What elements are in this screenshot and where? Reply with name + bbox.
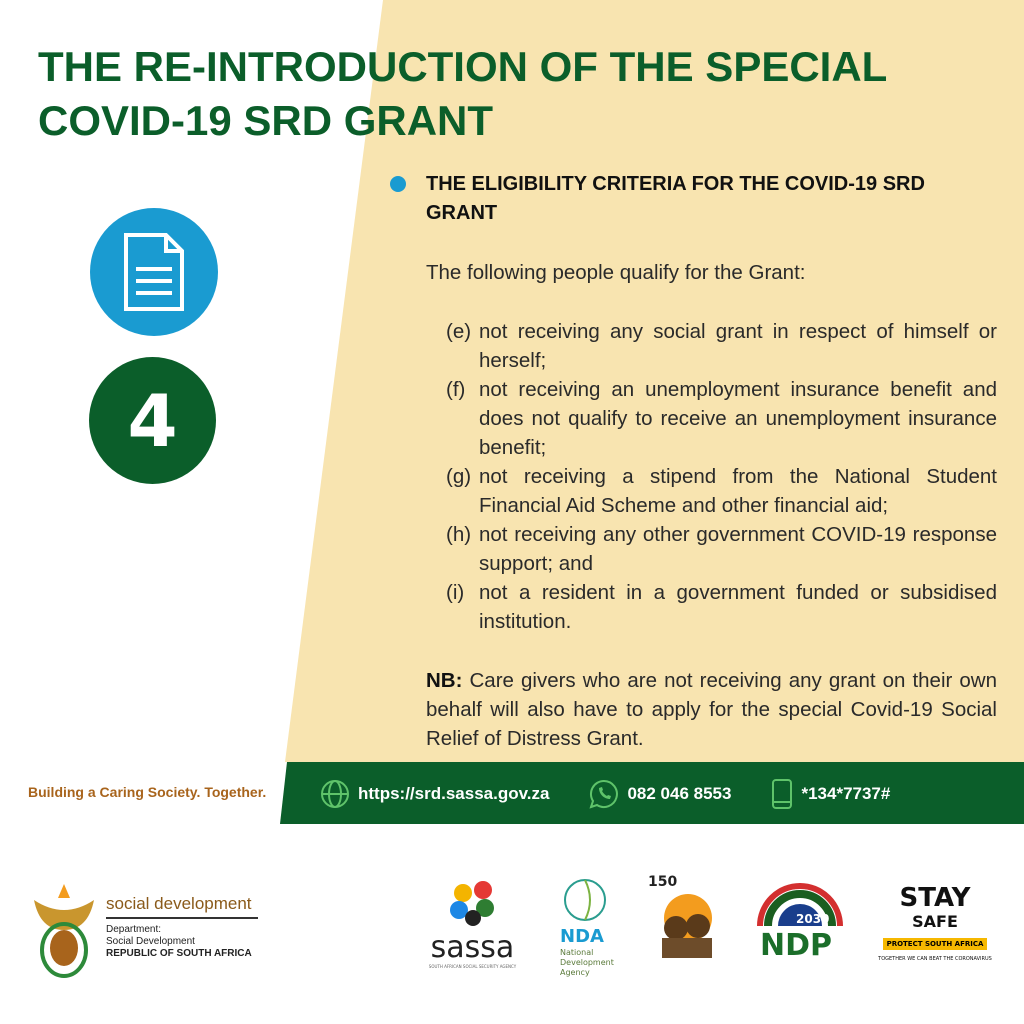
item-label: (e): [446, 320, 472, 343]
contact-info: https://srd.sassa.gov.za 082 046 8553 *1…: [320, 776, 930, 812]
step-number: 4: [89, 357, 216, 484]
list-item: (h) not receiving any other government CO…: [426, 520, 997, 578]
section-heading: THE ELIGIBILITY CRITERIA FOR THE COVID-1…: [426, 173, 925, 224]
beige-panel: [285, 0, 1024, 762]
nb-note: NB: Care givers who are not receiving an…: [426, 666, 997, 753]
together-text: TOGETHER WE CAN BEAT THE CORONAVIRUS: [878, 956, 992, 962]
anniversary-number: 150: [648, 874, 678, 890]
criteria-list: (e) not receiving any social grant in res…: [426, 317, 997, 636]
protect-text: PROTECT SOUTH AFRICA: [882, 938, 988, 950]
ussd-text[interactable]: *134*7737#: [801, 784, 891, 803]
bullet-icon: [390, 176, 406, 192]
item-text: not receiving any other government COVID…: [479, 523, 997, 575]
whatsapp-text[interactable]: 082 046 8553: [627, 784, 732, 803]
nda-wordmark: NDA: [560, 926, 604, 947]
dsd-name: social development: [106, 894, 252, 913]
item-label: (h): [446, 523, 472, 546]
list-item: (e) not receiving any social grant in res…: [426, 317, 997, 375]
nda-subtitle: National Development Agency: [560, 948, 614, 977]
item-label: (g): [446, 465, 472, 488]
ndp-year: 2030: [796, 912, 830, 926]
document-icon: [124, 233, 184, 311]
item-text: not receiving an unemployment insurance …: [479, 378, 997, 459]
page-title: THE RE-INTRODUCTION OF THE SPECIAL COVID…: [38, 43, 887, 144]
website-link[interactable]: https://srd.sassa.gov.za: [320, 779, 549, 809]
portrait-icon: [662, 894, 712, 958]
item-label: (f): [446, 378, 466, 401]
ndp-logo: 2030 NDP: [756, 876, 846, 964]
intro-text: The following people qualify for the Gra…: [426, 261, 806, 284]
stay-safe-logo: STAY SAFE PROTECT SOUTH AFRICA TOGETHER …: [870, 884, 1000, 963]
nda-emblem-icon: [564, 879, 606, 921]
flag-arc-icon: [757, 883, 843, 926]
item-text: not a resident in a government funded or…: [479, 581, 997, 633]
hands-icon: [449, 881, 494, 926]
anniversary-logo: 150: [648, 874, 728, 970]
sassa-logo: sassa SOUTH AFRICAN SOCIAL SECURITY AGEN…: [420, 878, 525, 970]
nb-label: NB:: [426, 669, 463, 692]
dsd-logo: social development Department: Social Dev…: [28, 880, 258, 985]
coat-of-arms-icon: [34, 884, 94, 978]
divider: [106, 917, 258, 919]
sassa-subtitle: SOUTH AFRICAN SOCIAL SECURITY AGENCY: [428, 964, 517, 969]
item-text: not receiving any social grant in respec…: [479, 320, 997, 372]
list-item: (g) not receiving a stipend from the Nati…: [426, 462, 997, 520]
nb-text: Care givers who are not receiving any gr…: [426, 669, 997, 750]
list-item: (i) not a resident in a government funded…: [426, 578, 997, 636]
ussd-code[interactable]: *134*7737#: [771, 778, 890, 810]
dsd-subtitle: Department: Social Development REPUBLIC OF…: [106, 924, 252, 959]
whatsapp-number[interactable]: 082 046 8553: [589, 779, 731, 809]
mobile-phone-icon: [772, 779, 793, 809]
tagline: Building a Caring Society. Together.: [28, 784, 267, 800]
safe-text: SAFE: [912, 912, 958, 931]
whatsapp-icon: [589, 779, 619, 809]
nda-logo: NDA National Development Agency: [560, 878, 620, 978]
sassa-wordmark: sassa: [430, 930, 515, 965]
item-label: (i): [446, 581, 465, 604]
step-icon-circle: [90, 208, 218, 336]
list-item: (f) not receiving an unemployment insuran…: [426, 375, 997, 462]
ndp-wordmark: NDP: [760, 928, 832, 963]
stay-text: STAY: [899, 883, 971, 913]
contact-bar: [280, 762, 1024, 824]
globe-icon: [321, 780, 349, 808]
website-text[interactable]: https://srd.sassa.gov.za: [358, 784, 550, 803]
item-text: not receiving a stipend from the Nationa…: [479, 465, 997, 517]
eligibility-section: THE ELIGIBILITY CRITERIA FOR THE COVID-1…: [390, 170, 997, 753]
